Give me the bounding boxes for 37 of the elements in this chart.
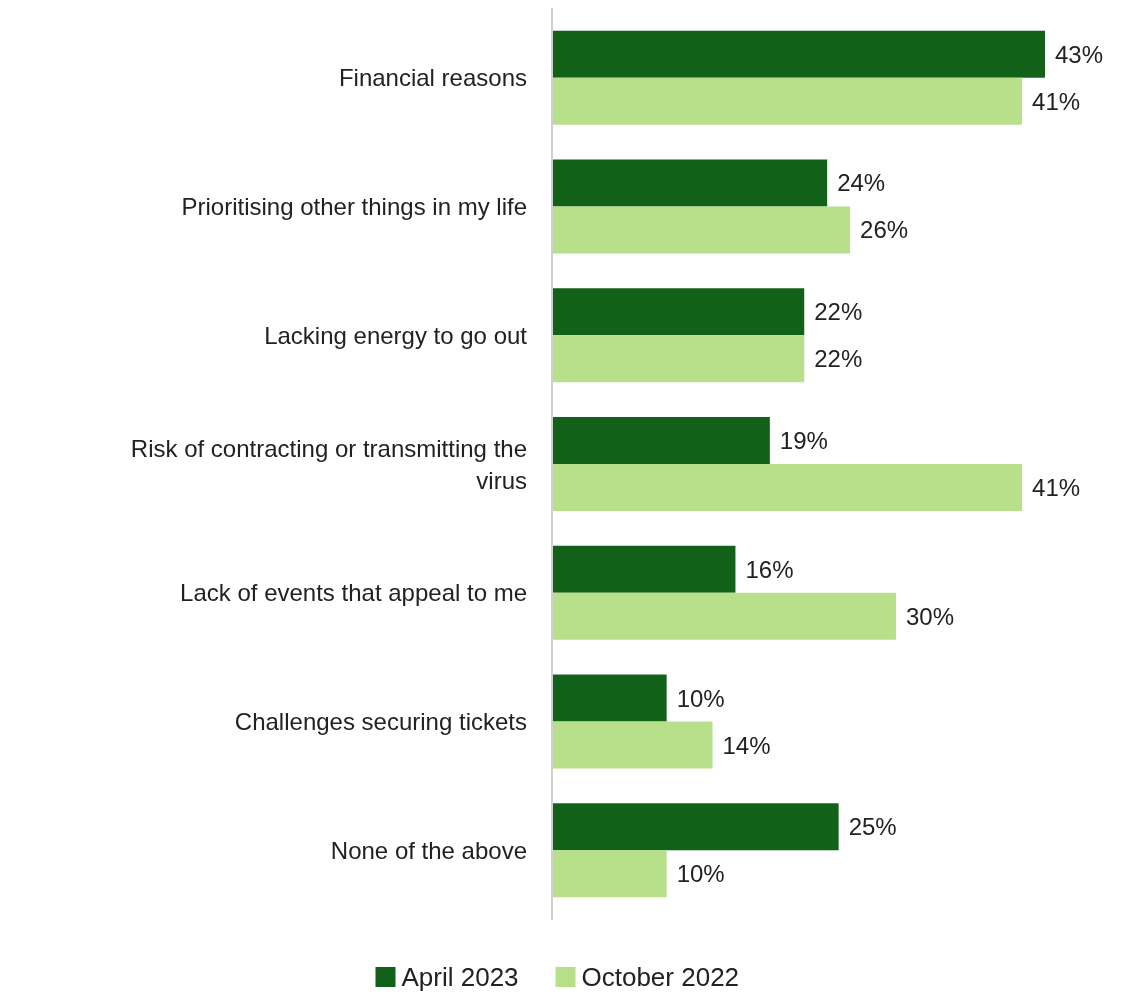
legend-label: April 2023	[401, 962, 519, 992]
bar	[552, 288, 805, 336]
bar	[552, 159, 828, 207]
bar	[552, 417, 770, 464]
bar	[552, 803, 839, 851]
data-label: 14%	[722, 731, 771, 759]
data-label: 24%	[837, 169, 886, 197]
data-label: 25%	[848, 813, 897, 841]
bar	[552, 30, 1045, 78]
bar	[552, 850, 667, 898]
data-label: 19%	[779, 427, 828, 454]
y-tick-label: Challenges securing tickets	[234, 708, 527, 736]
y-tick-label: Lack of events that appeal to me	[180, 579, 527, 607]
data-label: 10%	[676, 860, 725, 888]
data-label: 26%	[860, 216, 909, 244]
bar	[552, 77, 1023, 125]
bar	[552, 335, 805, 383]
data-label: 16%	[745, 555, 794, 583]
legend-label: October 2022	[581, 962, 740, 992]
bar	[552, 674, 667, 722]
y-tick-label: Risk of contracting or transmitting the virus	[130, 434, 527, 494]
bar	[552, 545, 736, 593]
data-label: 30%	[905, 602, 954, 630]
data-label: 10%	[676, 684, 725, 712]
bar	[552, 206, 851, 254]
data-label: 41%	[1032, 474, 1081, 501]
data-label: 43%	[1055, 40, 1104, 68]
y-tick-label: Financial reasons	[338, 64, 527, 92]
data-label: 41%	[1032, 87, 1081, 115]
bar	[552, 721, 713, 769]
y-tick-label: Prioritising other things in my life	[181, 192, 527, 220]
bar	[552, 592, 896, 640]
y-tick-label: Lacking energy to go out	[264, 321, 528, 349]
data-label: 22%	[814, 298, 863, 326]
data-label: 22%	[814, 345, 863, 373]
y-tick-label: None of the above	[330, 836, 527, 864]
bar	[552, 464, 1023, 511]
